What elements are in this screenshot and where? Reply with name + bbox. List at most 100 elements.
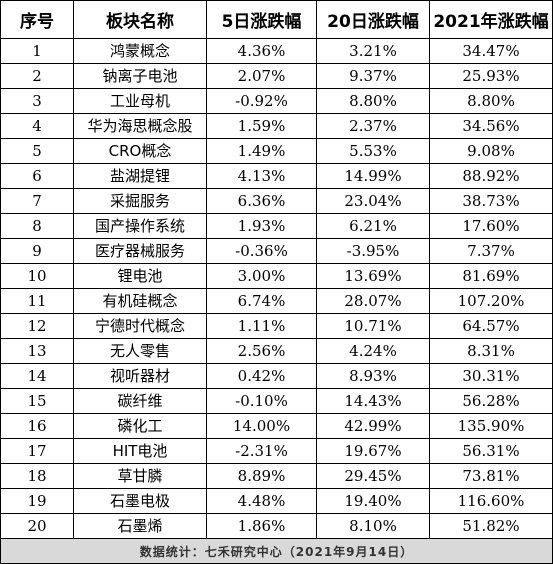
change-5d-cell: 1.86% [206, 513, 317, 539]
change-20d-cell: 8.93% [316, 363, 430, 389]
sector-name-cell: 钠离子电池 [73, 63, 207, 89]
change-5d-cell: 8.89% [206, 463, 317, 489]
row-index-cell: 6 [0, 163, 74, 189]
change-2021-cell: 73.81% [429, 463, 553, 489]
change-5d-cell: 4.48% [206, 488, 317, 514]
change-2021-cell: 51.82% [429, 513, 553, 539]
sector-name-cell: 盐湖提锂 [73, 163, 207, 189]
row-index-cell: 20 [0, 513, 74, 539]
table-row: 1 鸿蒙概念 4.36% 3.21% 34.47% [0, 38, 553, 64]
row-index-cell: 2 [0, 63, 74, 89]
table-row: 13 无人零售 2.56% 4.24% 8.31% [0, 338, 553, 364]
row-index-cell: 9 [0, 238, 74, 264]
change-2021-cell: 8.31% [429, 338, 553, 364]
row-index-cell: 10 [0, 263, 74, 289]
sector-name-cell: 有机硅概念 [73, 288, 207, 314]
change-2021-cell: 64.57% [429, 313, 553, 339]
header-index: 序号 [0, 0, 74, 39]
header-5d-change: 5日涨跌幅 [206, 0, 317, 39]
sector-name-cell: 视听器材 [73, 363, 207, 389]
sector-name-cell: 宁德时代概念 [73, 313, 207, 339]
row-index-cell: 3 [0, 88, 74, 114]
change-5d-cell: 1.59% [206, 113, 317, 139]
change-5d-cell: 14.00% [206, 413, 317, 439]
sector-name-cell: 华为海思概念股 [73, 113, 207, 139]
row-index-cell: 5 [0, 138, 74, 164]
table-row: 2 钠离子电池 2.07% 9.37% 25.93% [0, 63, 553, 89]
table-row: 3 工业母机 -0.92% 8.80% 8.80% [0, 88, 553, 114]
change-5d-cell: 3.00% [206, 263, 317, 289]
change-2021-cell: 38.73% [429, 188, 553, 214]
table-row: 12 宁德时代概念 1.11% 10.71% 64.57% [0, 313, 553, 339]
change-5d-cell: -0.36% [206, 238, 317, 264]
footer-row: 数据统计：七禾研究中心（2021年9月14日） [0, 538, 553, 564]
change-5d-cell: -0.92% [206, 88, 317, 114]
header-sector-name: 板块名称 [73, 0, 207, 39]
table-row: 4 华为海思概念股 1.59% 2.37% 34.56% [0, 113, 553, 139]
table-row: 14 视听器材 0.42% 8.93% 30.31% [0, 363, 553, 389]
sector-name-cell: 国产操作系统 [73, 213, 207, 239]
change-20d-cell: 14.43% [316, 388, 430, 414]
change-20d-cell: 2.37% [316, 113, 430, 139]
sector-name-cell: CRO概念 [73, 138, 207, 164]
change-20d-cell: 5.53% [316, 138, 430, 164]
change-5d-cell: -2.31% [206, 438, 317, 464]
table-row: 8 国产操作系统 1.93% 6.21% 17.60% [0, 213, 553, 239]
change-20d-cell: 19.40% [316, 488, 430, 514]
row-index-cell: 7 [0, 188, 74, 214]
sector-name-cell: 无人零售 [73, 338, 207, 364]
change-20d-cell: 4.24% [316, 338, 430, 364]
table-row: 5 CRO概念 1.49% 5.53% 9.08% [0, 138, 553, 164]
row-index-cell: 19 [0, 488, 74, 514]
sector-name-cell: HIT电池 [73, 438, 207, 464]
change-20d-cell: 10.71% [316, 313, 430, 339]
sector-name-cell: 草甘膦 [73, 463, 207, 489]
row-index-cell: 15 [0, 388, 74, 414]
table-row: 7 采掘服务 6.36% 23.04% 38.73% [0, 188, 553, 214]
sector-name-cell: 采掘服务 [73, 188, 207, 214]
change-5d-cell: 0.42% [206, 363, 317, 389]
sector-name-cell: 磷化工 [73, 413, 207, 439]
change-20d-cell: 42.99% [316, 413, 430, 439]
table-row: 18 草甘膦 8.89% 29.45% 73.81% [0, 463, 553, 489]
change-5d-cell: 6.36% [206, 188, 317, 214]
change-20d-cell: 9.37% [316, 63, 430, 89]
header-2021-change: 2021年涨跌幅 [429, 0, 553, 39]
row-index-cell: 1 [0, 38, 74, 64]
change-5d-cell: 2.07% [206, 63, 317, 89]
change-5d-cell: 4.36% [206, 38, 317, 64]
data-source-note: 数据统计：七禾研究中心（2021年9月14日） [0, 538, 553, 564]
sector-name-cell: 石墨电极 [73, 488, 207, 514]
sector-name-cell: 鸿蒙概念 [73, 38, 207, 64]
change-2021-cell: 135.90% [429, 413, 553, 439]
change-2021-cell: 81.69% [429, 263, 553, 289]
change-20d-cell: 8.10% [316, 513, 430, 539]
table-row: 6 盐湖提锂 4.13% 14.99% 88.92% [0, 163, 553, 189]
row-index-cell: 18 [0, 463, 74, 489]
change-20d-cell: 6.21% [316, 213, 430, 239]
row-index-cell: 8 [0, 213, 74, 239]
change-5d-cell: 1.93% [206, 213, 317, 239]
row-index-cell: 4 [0, 113, 74, 139]
row-index-cell: 16 [0, 413, 74, 439]
change-5d-cell: -0.10% [206, 388, 317, 414]
table-row: 10 锂电池 3.00% 13.69% 81.69% [0, 263, 553, 289]
change-5d-cell: 2.56% [206, 338, 317, 364]
table-row: 16 磷化工 14.00% 42.99% 135.90% [0, 413, 553, 439]
change-2021-cell: 107.20% [429, 288, 553, 314]
change-2021-cell: 34.56% [429, 113, 553, 139]
table-row: 9 医疗器械服务 -0.36% -3.95% 7.37% [0, 238, 553, 264]
change-2021-cell: 7.37% [429, 238, 553, 264]
change-2021-cell: 9.08% [429, 138, 553, 164]
change-2021-cell: 30.31% [429, 363, 553, 389]
change-2021-cell: 56.28% [429, 388, 553, 414]
change-2021-cell: 116.60% [429, 488, 553, 514]
table-row: 19 石墨电极 4.48% 19.40% 116.60% [0, 488, 553, 514]
change-5d-cell: 1.11% [206, 313, 317, 339]
sector-name-cell: 碳纤维 [73, 388, 207, 414]
change-2021-cell: 8.80% [429, 88, 553, 114]
sector-name-cell: 石墨烯 [73, 513, 207, 539]
row-index-cell: 17 [0, 438, 74, 464]
change-2021-cell: 25.93% [429, 63, 553, 89]
